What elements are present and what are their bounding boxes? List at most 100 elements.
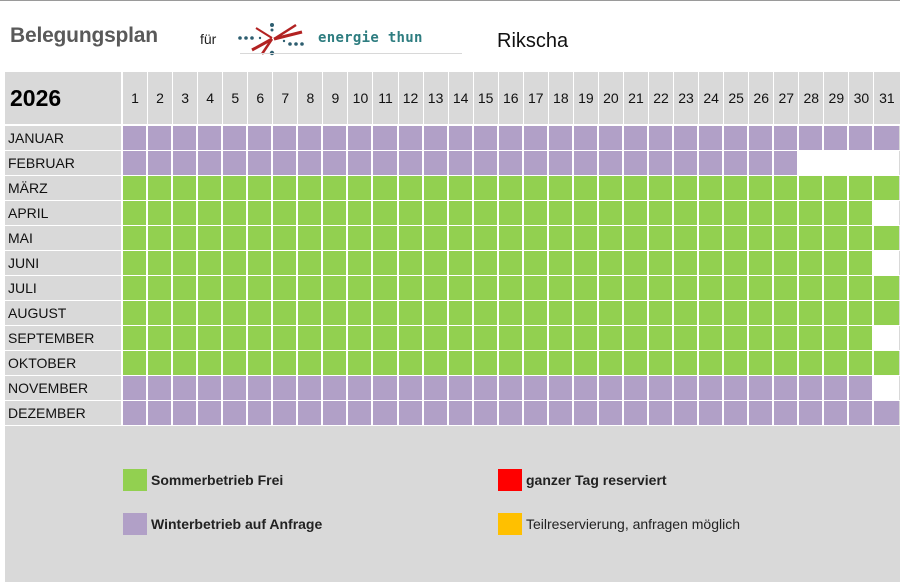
day-cell[interactable] bbox=[749, 351, 775, 375]
day-cell[interactable] bbox=[774, 226, 800, 250]
day-cell[interactable] bbox=[623, 351, 649, 375]
day-cell[interactable] bbox=[598, 276, 624, 300]
day-cell[interactable] bbox=[699, 126, 725, 150]
day-cell[interactable] bbox=[123, 401, 149, 425]
day-cell[interactable] bbox=[273, 351, 299, 375]
day-cell[interactable] bbox=[173, 251, 199, 275]
day-cell[interactable] bbox=[398, 151, 424, 175]
day-cell[interactable] bbox=[523, 126, 549, 150]
day-cell[interactable] bbox=[148, 301, 174, 325]
day-cell[interactable] bbox=[448, 376, 474, 400]
day-cell[interactable] bbox=[824, 351, 850, 375]
day-cell[interactable] bbox=[348, 351, 374, 375]
day-cell[interactable] bbox=[523, 351, 549, 375]
day-cell[interactable] bbox=[724, 276, 750, 300]
day-cell[interactable] bbox=[248, 301, 274, 325]
day-cell[interactable] bbox=[398, 126, 424, 150]
day-cell[interactable] bbox=[648, 226, 675, 250]
day-cell[interactable] bbox=[323, 151, 349, 175]
day-cell[interactable] bbox=[799, 126, 825, 150]
day-cell[interactable] bbox=[198, 226, 224, 250]
day-cell[interactable] bbox=[573, 151, 599, 175]
day-cell[interactable] bbox=[423, 151, 449, 175]
day-cell[interactable] bbox=[323, 376, 349, 400]
day-cell[interactable] bbox=[248, 176, 274, 200]
day-cell[interactable] bbox=[799, 401, 825, 425]
day-cell[interactable] bbox=[674, 301, 700, 325]
day-cell[interactable] bbox=[724, 151, 750, 175]
day-cell[interactable] bbox=[323, 351, 349, 375]
day-cell[interactable] bbox=[323, 226, 349, 250]
day-cell[interactable] bbox=[173, 176, 199, 200]
day-cell[interactable] bbox=[198, 251, 224, 275]
day-cell[interactable] bbox=[774, 151, 800, 175]
day-cell[interactable] bbox=[724, 376, 750, 400]
day-cell[interactable] bbox=[824, 301, 850, 325]
day-cell[interactable] bbox=[348, 176, 374, 200]
day-cell[interactable] bbox=[398, 351, 424, 375]
day-cell[interactable] bbox=[473, 351, 499, 375]
day-cell[interactable] bbox=[298, 151, 324, 175]
day-cell[interactable] bbox=[448, 176, 474, 200]
day-cell[interactable] bbox=[674, 401, 700, 425]
day-cell[interactable] bbox=[448, 276, 474, 300]
day-cell[interactable] bbox=[623, 401, 649, 425]
day-cell[interactable] bbox=[223, 176, 249, 200]
day-cell[interactable] bbox=[674, 326, 700, 350]
day-cell[interactable] bbox=[273, 251, 299, 275]
day-cell[interactable] bbox=[874, 301, 900, 325]
day-cell[interactable] bbox=[699, 276, 725, 300]
day-cell[interactable] bbox=[573, 201, 599, 225]
day-cell[interactable] bbox=[423, 126, 449, 150]
day-cell[interactable] bbox=[674, 351, 700, 375]
day-cell[interactable] bbox=[248, 201, 274, 225]
day-cell[interactable] bbox=[674, 151, 700, 175]
day-cell[interactable] bbox=[749, 201, 775, 225]
day-cell[interactable] bbox=[874, 226, 900, 250]
day-cell[interactable] bbox=[373, 376, 399, 400]
day-cell[interactable] bbox=[223, 226, 249, 250]
day-cell[interactable] bbox=[423, 401, 449, 425]
day-cell[interactable] bbox=[123, 176, 149, 200]
day-cell[interactable] bbox=[423, 376, 449, 400]
day-cell[interactable] bbox=[548, 276, 574, 300]
day-cell[interactable] bbox=[774, 326, 800, 350]
day-cell[interactable] bbox=[849, 376, 875, 400]
day-cell[interactable] bbox=[749, 226, 775, 250]
day-cell[interactable] bbox=[123, 276, 149, 300]
day-cell[interactable] bbox=[749, 276, 775, 300]
day-cell[interactable] bbox=[824, 251, 850, 275]
day-cell[interactable] bbox=[248, 126, 274, 150]
day-cell[interactable] bbox=[623, 326, 649, 350]
day-cell[interactable] bbox=[598, 176, 624, 200]
day-cell[interactable] bbox=[824, 226, 850, 250]
day-cell[interactable] bbox=[824, 176, 850, 200]
day-cell[interactable] bbox=[849, 351, 875, 375]
day-cell[interactable] bbox=[148, 201, 174, 225]
day-cell[interactable] bbox=[699, 376, 725, 400]
day-cell[interactable] bbox=[423, 351, 449, 375]
day-cell[interactable] bbox=[223, 126, 249, 150]
day-cell[interactable] bbox=[774, 176, 800, 200]
day-cell[interactable] bbox=[148, 401, 174, 425]
day-cell[interactable] bbox=[573, 176, 599, 200]
day-cell[interactable] bbox=[724, 351, 750, 375]
day-cell[interactable] bbox=[874, 176, 900, 200]
day-cell[interactable] bbox=[423, 276, 449, 300]
day-cell[interactable] bbox=[648, 201, 675, 225]
day-cell[interactable] bbox=[273, 401, 299, 425]
day-cell[interactable] bbox=[573, 351, 599, 375]
day-cell[interactable] bbox=[598, 376, 624, 400]
day-cell[interactable] bbox=[623, 301, 649, 325]
day-cell[interactable] bbox=[598, 251, 624, 275]
day-cell[interactable] bbox=[473, 251, 499, 275]
day-cell[interactable] bbox=[123, 151, 149, 175]
day-cell[interactable] bbox=[548, 301, 574, 325]
day-cell[interactable] bbox=[774, 301, 800, 325]
day-cell[interactable] bbox=[573, 126, 599, 150]
day-cell[interactable] bbox=[724, 226, 750, 250]
day-cell[interactable] bbox=[248, 326, 274, 350]
day-cell[interactable] bbox=[774, 201, 800, 225]
day-cell[interactable] bbox=[173, 226, 199, 250]
day-cell[interactable] bbox=[273, 301, 299, 325]
